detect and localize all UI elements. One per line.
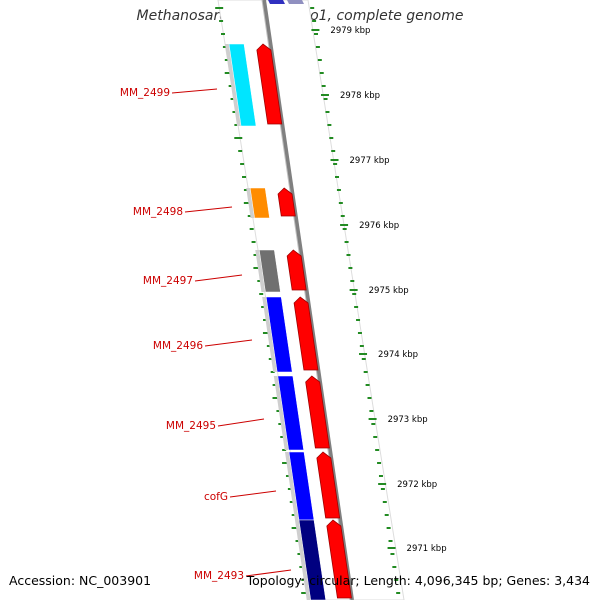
tick-layer: 2979 kbp 2978 kbp 2977 kbp 2976 kbp 2975 kbp…	[215, 7, 447, 594]
cds-arrow[interactable]	[256, 43, 283, 125]
gene-label[interactable]: MM_2497	[143, 275, 193, 287]
gene-feature[interactable]	[249, 187, 270, 219]
label-leader-line	[245, 569, 292, 577]
tick-label: 2977 kbp	[350, 156, 390, 166]
gene-feature[interactable]	[228, 43, 257, 127]
gene-label[interactable]: MM_2498	[133, 206, 183, 218]
tick-label: 2976 kbp	[359, 221, 399, 231]
accession-text: Accession: NC_003901	[9, 573, 152, 588]
partial-feature-slate	[287, 0, 304, 4]
label-leader-line	[229, 490, 277, 498]
gene-feature[interactable]	[298, 519, 326, 600]
cds-arrow[interactable]	[305, 375, 330, 449]
cds-arrow[interactable]	[316, 451, 341, 519]
tick-label: 2978 kbp	[340, 91, 380, 101]
tick-label: 2973 kbp	[388, 415, 428, 425]
gene-label[interactable]: cofG	[204, 491, 228, 503]
gene-feature[interactable]	[258, 249, 281, 293]
gene-label[interactable]: MM_2495	[166, 420, 216, 432]
tick-label: 2974 kbp	[378, 350, 418, 360]
cds-arrow[interactable]	[293, 296, 319, 371]
tick-label: 2972 kbp	[397, 480, 437, 490]
gene-feature[interactable]	[277, 375, 304, 451]
tick-label: 2971 kbp	[407, 544, 447, 554]
tick-label: 2979 kbp	[330, 26, 370, 36]
label-leader-line	[217, 418, 265, 427]
label-leader-line	[171, 88, 218, 94]
cds-arrow[interactable]	[286, 249, 307, 291]
partial-feature-blue	[268, 0, 285, 4]
labels-layer: MM_2499 MM_2498 MM_2497 MM_2496 MM_2495 cofG M…	[120, 87, 292, 582]
label-leader-line	[184, 206, 233, 213]
genome-summary-text: Topology: circular; Length: 4,096,345 bp…	[246, 573, 590, 588]
features-layer	[225, 43, 352, 600]
tick-label: 2975 kbp	[369, 286, 409, 296]
cds-arrow[interactable]	[277, 187, 296, 217]
gene-feature[interactable]	[265, 296, 293, 373]
gene-label[interactable]: MM_2499	[120, 87, 170, 99]
gene-label[interactable]: MM_2496	[153, 340, 203, 352]
label-leader-line	[204, 339, 253, 347]
cds-arrow[interactable]	[326, 519, 352, 599]
label-leader-line	[194, 274, 243, 282]
gene-label[interactable]: MM_2493	[194, 570, 244, 582]
